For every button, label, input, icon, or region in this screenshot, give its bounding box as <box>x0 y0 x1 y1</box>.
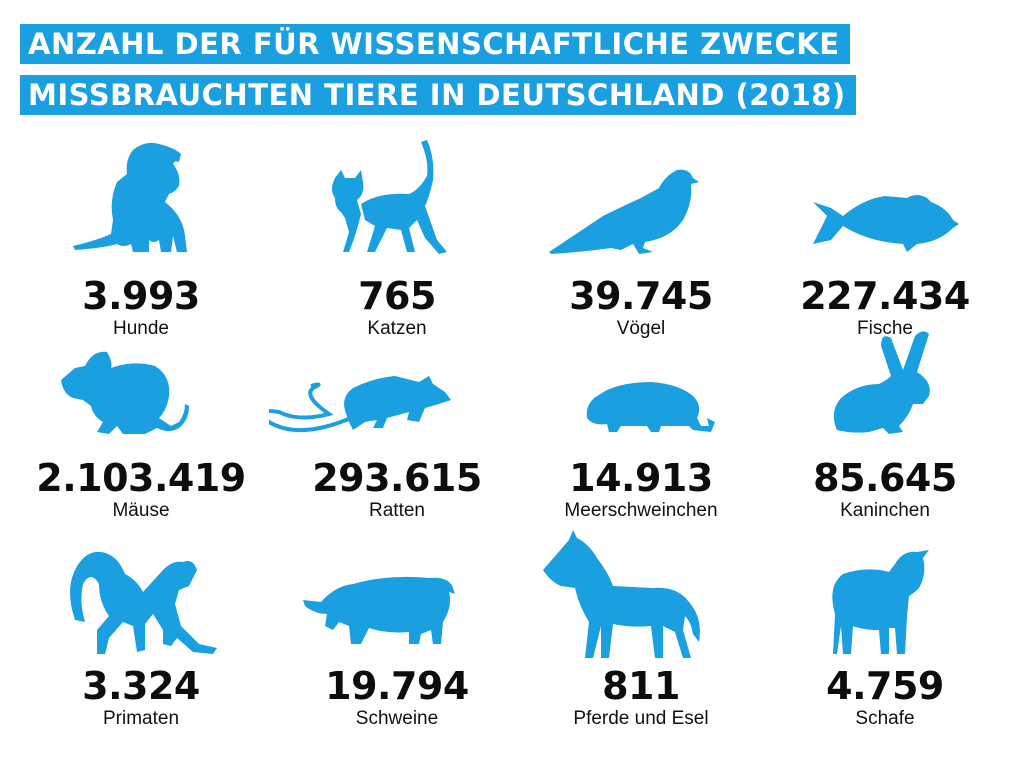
label-rabbits: Kaninchen <box>840 500 930 521</box>
value-mice: 2.103.419 <box>36 456 246 500</box>
label-fish: Fische <box>857 318 913 339</box>
value-cats: 765 <box>358 274 436 318</box>
rat-icon <box>269 322 525 452</box>
value-fish: 227.434 <box>800 274 970 318</box>
value-horses: 811 <box>602 664 680 708</box>
label-dogs: Hunde <box>113 318 169 339</box>
animal-card-dogs: 3.993 Hunde <box>13 140 269 350</box>
animal-card-pigs: 19.794 Schweine <box>269 530 525 740</box>
pig-icon <box>269 530 525 660</box>
label-sheep: Schafe <box>855 708 915 729</box>
fish-icon <box>757 140 1013 270</box>
animal-card-fish: 227.434 Fische <box>757 140 1013 350</box>
animal-card-primates: 3.324 Primaten <box>13 530 269 740</box>
label-birds: Vögel <box>616 318 666 339</box>
cat-icon <box>269 140 525 270</box>
bird-icon <box>513 140 769 270</box>
label-pigs: Schweine <box>355 708 439 729</box>
animal-card-birds: 39.745 Vögel <box>513 140 769 350</box>
animal-card-cats: 765 Katzen <box>269 140 525 350</box>
title-line-1: ANZAHL DER FÜR WISSENSCHAFTLICHE ZWECKE <box>20 24 850 64</box>
animal-card-mice: 2.103.419 Mäuse <box>13 322 269 532</box>
label-rats: Ratten <box>369 500 425 521</box>
value-sheep: 4.759 <box>826 664 944 708</box>
guinea-pig-icon <box>513 322 769 452</box>
animal-card-guinea-pigs: 14.913 Meerschweinchen <box>513 322 769 532</box>
label-mice: Mäuse <box>112 500 170 521</box>
title-line-2: MISSBRAUCHTEN TIERE IN DEUTSCHLAND (2018… <box>20 75 856 115</box>
label-primates: Primaten <box>102 708 180 729</box>
animal-card-horses: 811 Pferde und Esel <box>513 530 769 740</box>
sheep-icon <box>757 530 1013 660</box>
value-primates: 3.324 <box>82 664 200 708</box>
label-cats: Katzen <box>367 318 427 339</box>
value-rats: 293.615 <box>312 456 482 500</box>
value-guinea-pigs: 14.913 <box>569 456 713 500</box>
value-dogs: 3.993 <box>82 274 200 318</box>
rabbit-icon <box>757 322 1013 452</box>
animal-card-sheep: 4.759 Schafe <box>757 530 1013 740</box>
mouse-icon <box>13 322 269 452</box>
value-pigs: 19.794 <box>325 664 469 708</box>
primate-icon <box>13 530 269 660</box>
animal-card-rabbits: 85.645 Kaninchen <box>757 322 1013 532</box>
label-horses: Pferde und Esel <box>573 708 709 729</box>
animal-card-rats: 293.615 Ratten <box>269 322 525 532</box>
value-birds: 39.745 <box>569 274 713 318</box>
dog-icon <box>13 140 269 270</box>
horse-icon <box>513 530 769 660</box>
value-rabbits: 85.645 <box>813 456 957 500</box>
label-guinea-pigs: Meerschweinchen <box>564 500 718 521</box>
